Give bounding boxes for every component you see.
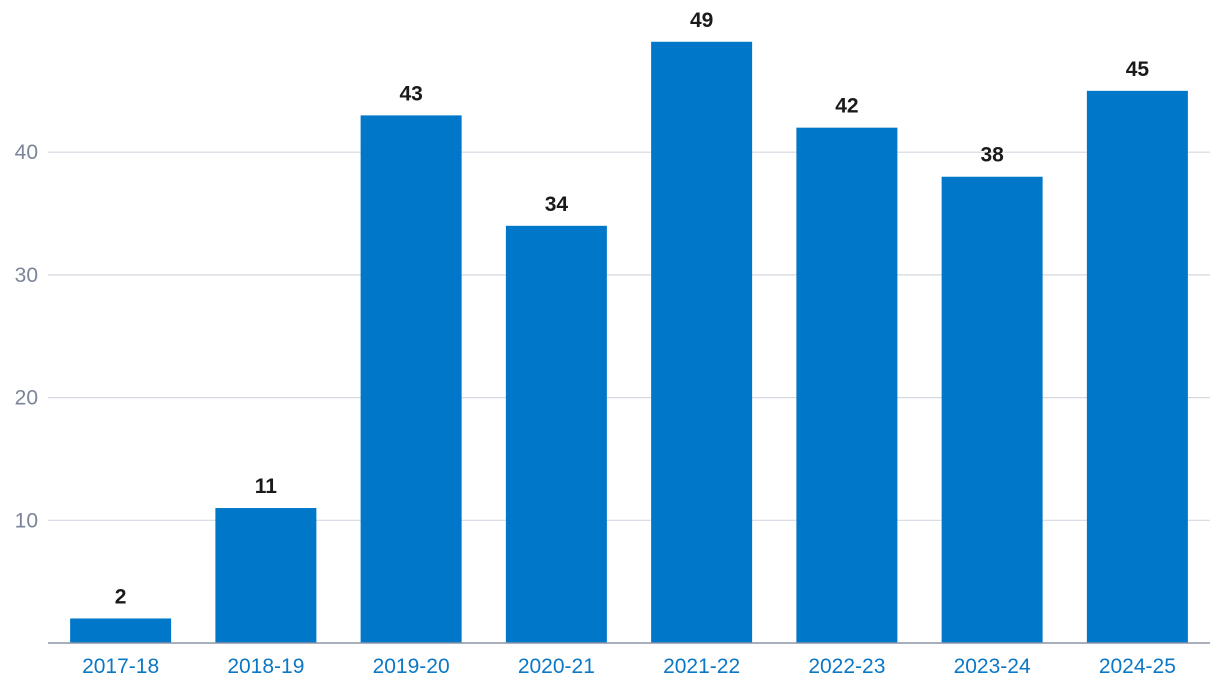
data-label-2024-25: 45	[1126, 58, 1150, 81]
bar-2018-19[interactable]	[215, 508, 317, 643]
bar-2022-23[interactable]	[796, 127, 898, 643]
x-tick-label-2019-20: 2019-20	[373, 655, 450, 678]
data-label-2022-23: 42	[835, 95, 858, 118]
bar-2017-18[interactable]	[70, 618, 172, 643]
data-label-2017-18: 2	[115, 585, 127, 608]
x-tick-label-2022-23: 2022-23	[808, 655, 885, 678]
y-tick-label: 30	[15, 264, 38, 287]
data-label-2023-24: 38	[980, 144, 1004, 167]
bar-2023-24[interactable]	[941, 176, 1043, 644]
bars	[70, 41, 1188, 644]
bar-2019-20[interactable]	[360, 115, 462, 643]
x-tick-label-2021-22: 2021-22	[663, 655, 740, 678]
y-tick-label: 40	[15, 141, 38, 164]
data-label-2019-20: 43	[399, 82, 422, 105]
bar-2020-21[interactable]	[505, 225, 607, 643]
data-labels: 2 11 43 34 49 42 38 45	[115, 9, 1150, 609]
data-label-2018-19: 11	[255, 475, 278, 498]
x-tick-label-2024-25: 2024-25	[1099, 655, 1176, 678]
data-label-2020-21: 34	[545, 193, 569, 216]
bar-2021-22[interactable]	[651, 41, 753, 643]
bar-2024-25[interactable]	[1086, 90, 1188, 644]
y-tick-label: 10	[15, 509, 38, 532]
x-tick-label-2017-18: 2017-18	[82, 655, 159, 678]
x-tick-label-2020-21: 2020-21	[518, 655, 595, 678]
x-tick-label-2023-24: 2023-24	[954, 655, 1031, 678]
data-label-2021-22: 49	[690, 9, 713, 32]
x-axis-ticks: 2017-18 2018-19 2019-20 2020-21 2021-22 2022-…	[82, 655, 1176, 678]
y-tick-label: 20	[15, 387, 38, 410]
x-tick-label-2018-19: 2018-19	[227, 655, 304, 678]
y-axis-ticks: 10 20 30 40	[15, 141, 38, 532]
